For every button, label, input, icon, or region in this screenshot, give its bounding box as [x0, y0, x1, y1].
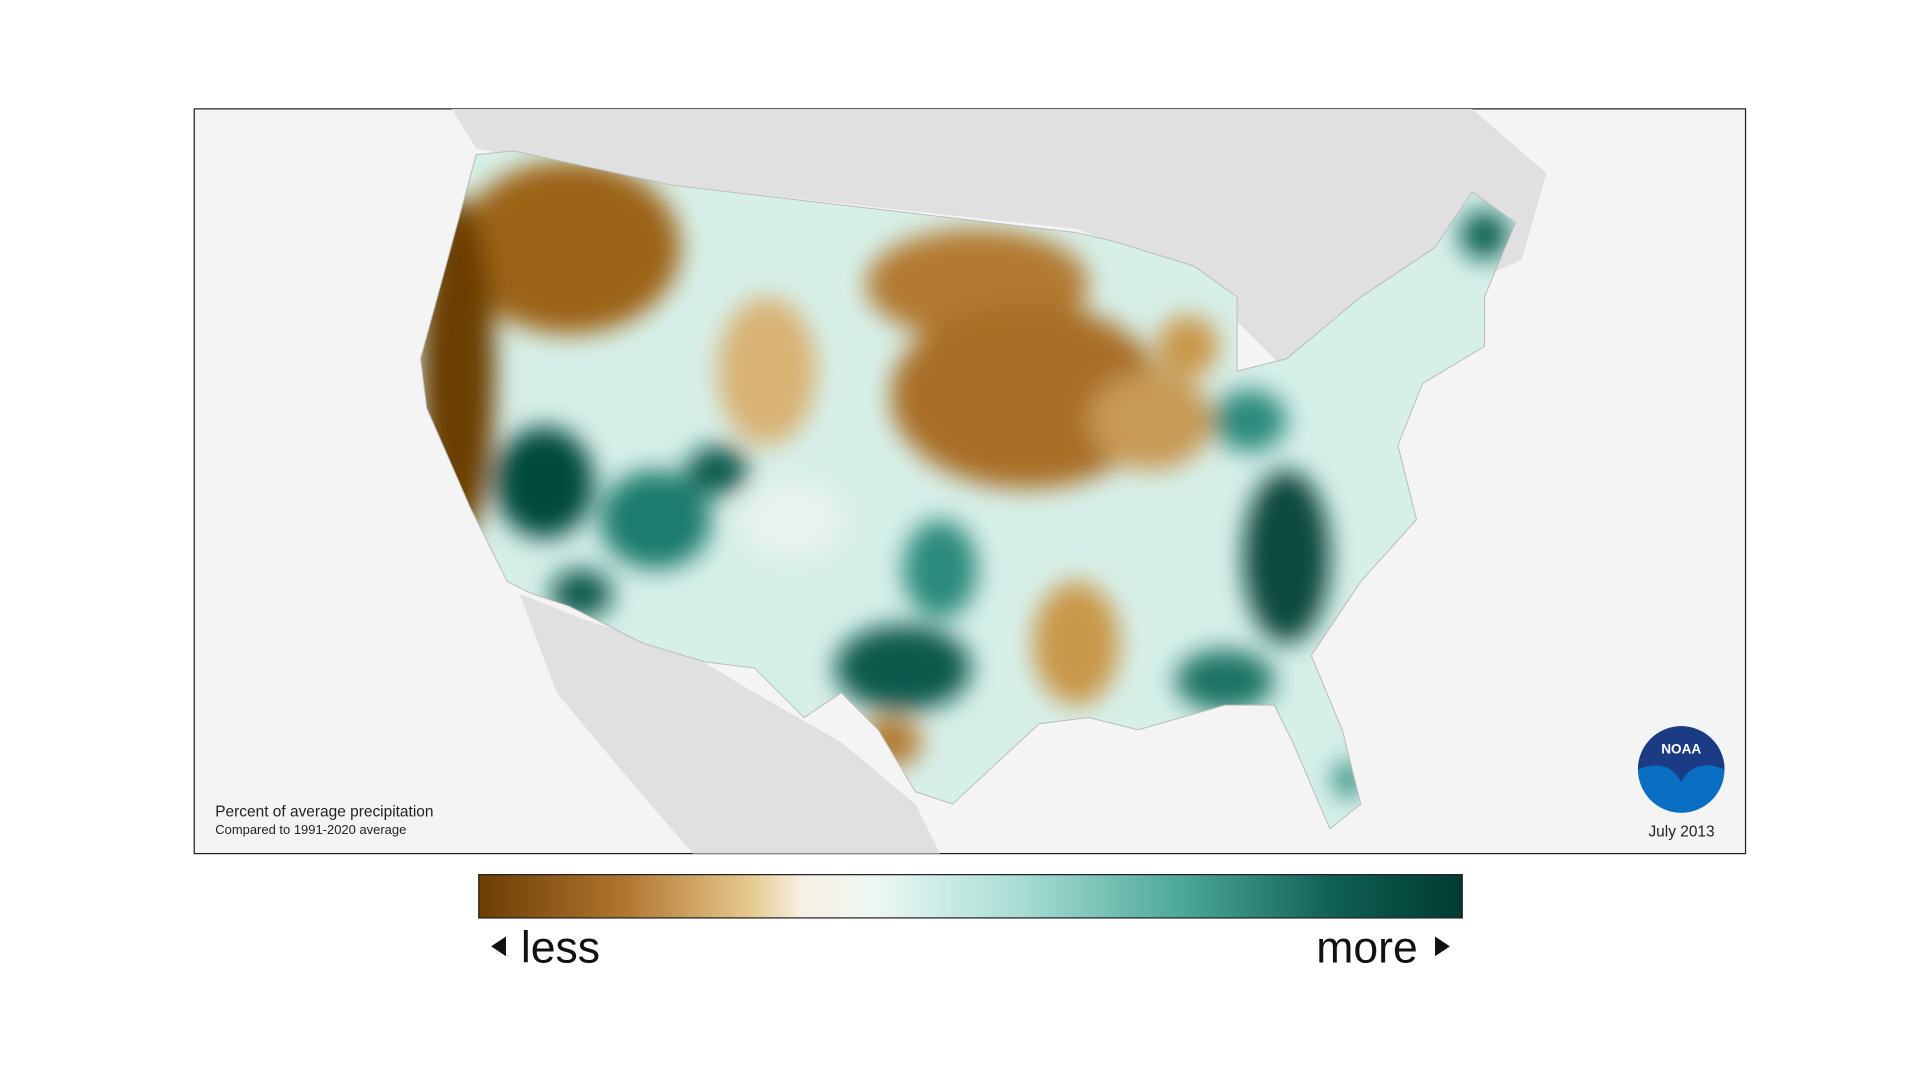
more-arrow	[1435, 936, 1450, 957]
colorbar	[478, 874, 1463, 919]
less-arrow	[491, 936, 506, 957]
logo-text: NOAA	[1661, 741, 1701, 756]
legend-low: less	[521, 923, 600, 972]
caption-subtitle: Compared to 1991-2020 average	[215, 822, 406, 837]
map-date: July 2013	[1648, 823, 1714, 840]
caption-title: Percent of average precipitation	[215, 803, 433, 820]
map: Percent of average precipitation Compare…	[193, 108, 1747, 972]
noaa-logo: NOAA	[1637, 726, 1725, 813]
legend-high: more	[1316, 923, 1417, 972]
context-land	[451, 108, 1547, 854]
